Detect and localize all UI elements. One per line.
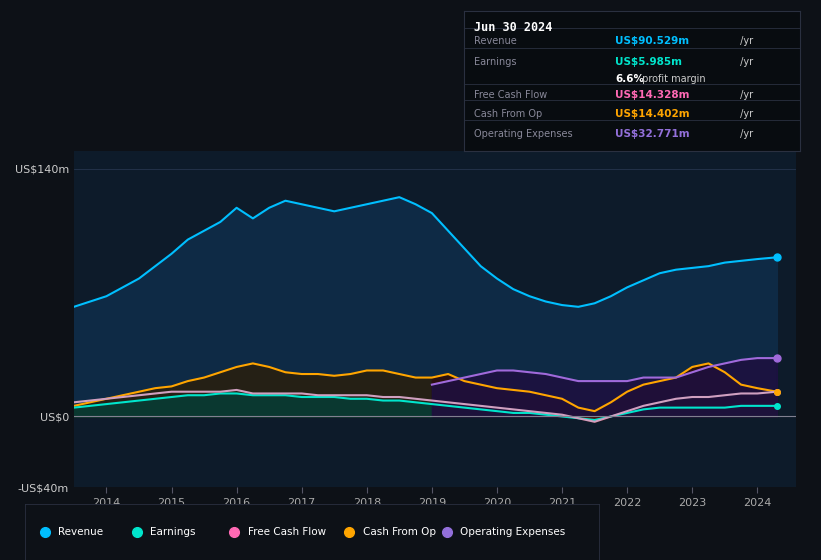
Text: US$90.529m: US$90.529m (616, 36, 690, 46)
Text: Free Cash Flow: Free Cash Flow (248, 527, 326, 537)
Text: US$5.985m: US$5.985m (616, 58, 682, 67)
Text: Earnings: Earnings (474, 58, 516, 67)
Text: /yr: /yr (736, 129, 753, 139)
Text: US$14.402m: US$14.402m (616, 109, 690, 119)
Text: /yr: /yr (736, 58, 753, 67)
Text: /yr: /yr (736, 36, 753, 46)
Text: Operating Expenses: Operating Expenses (474, 129, 572, 139)
Text: Cash From Op: Cash From Op (363, 527, 436, 537)
Text: Jun 30 2024: Jun 30 2024 (474, 21, 553, 34)
Text: profit margin: profit margin (639, 73, 705, 83)
Text: US$14.328m: US$14.328m (616, 90, 690, 100)
Text: /yr: /yr (736, 109, 753, 119)
Text: /yr: /yr (736, 90, 753, 100)
Text: Revenue: Revenue (474, 36, 516, 46)
Text: Operating Expenses: Operating Expenses (461, 527, 566, 537)
Text: 6.6%: 6.6% (616, 73, 644, 83)
Text: Earnings: Earnings (150, 527, 195, 537)
Text: US$32.771m: US$32.771m (616, 129, 690, 139)
Text: Revenue: Revenue (58, 527, 103, 537)
Text: Free Cash Flow: Free Cash Flow (474, 90, 548, 100)
Text: Cash From Op: Cash From Op (474, 109, 542, 119)
